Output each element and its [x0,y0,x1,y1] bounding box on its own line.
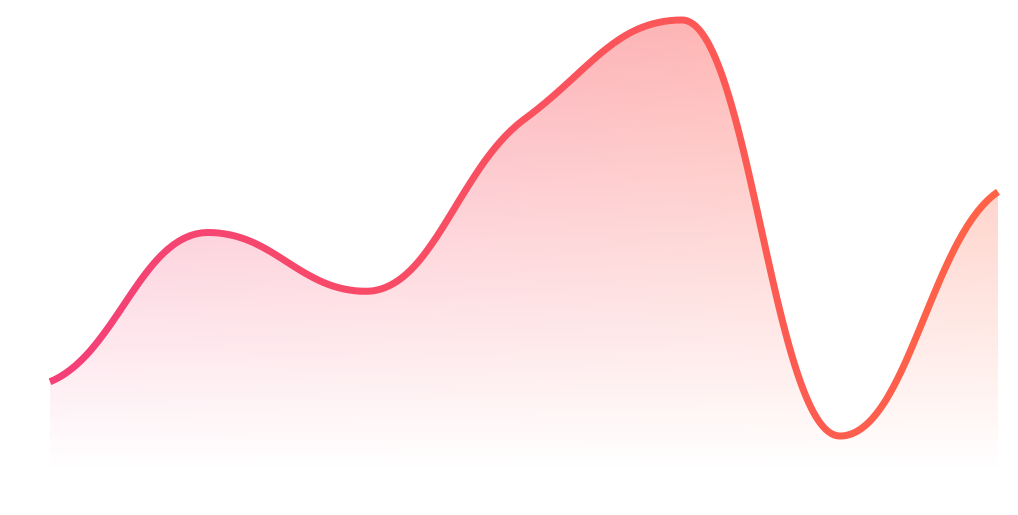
line [48,16,1001,440]
area-fill [50,20,998,470]
